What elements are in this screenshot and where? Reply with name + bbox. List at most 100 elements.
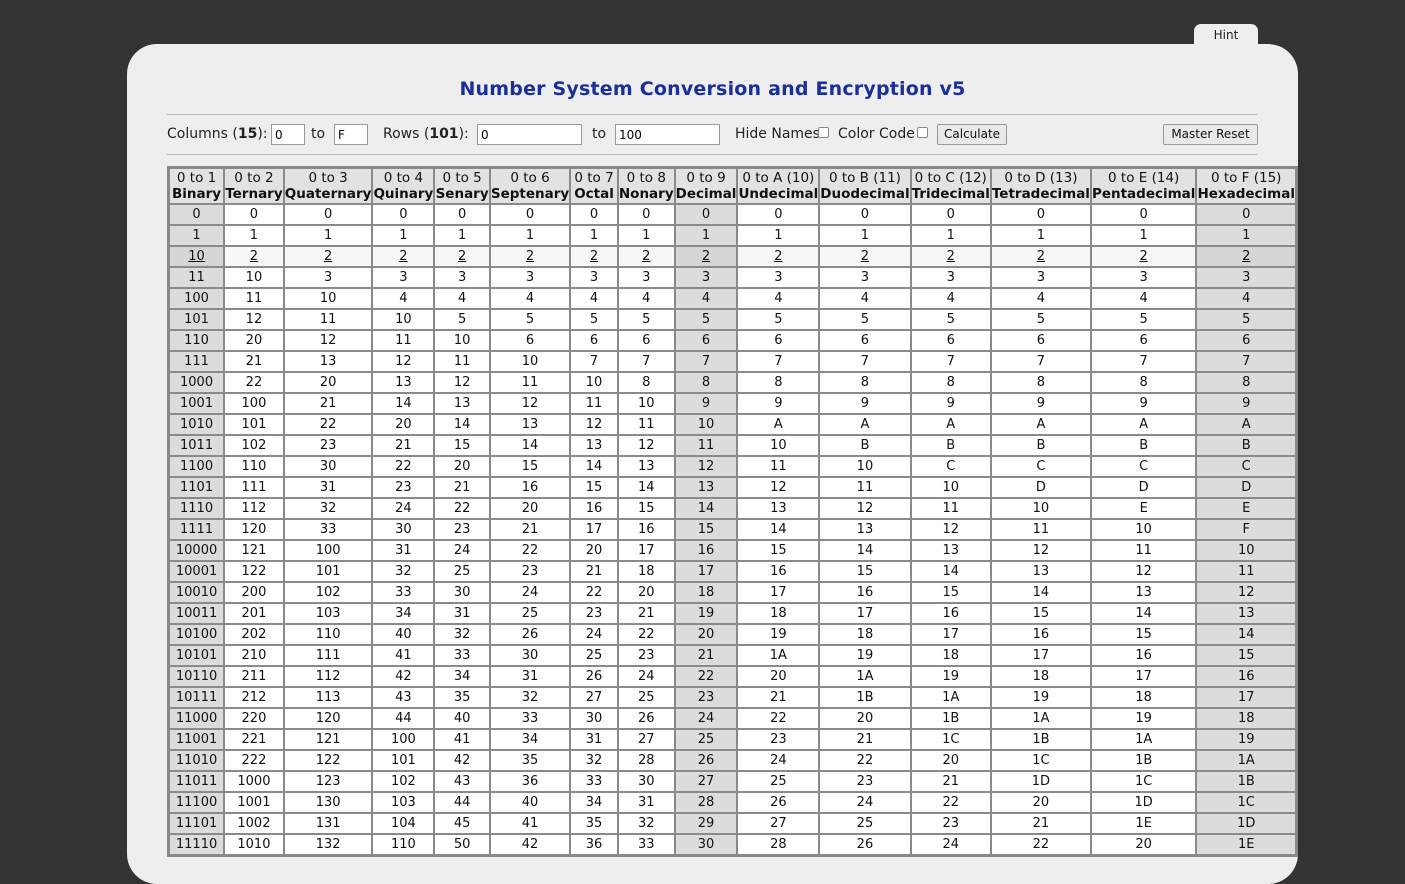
table-cell: 2 [283, 246, 373, 267]
master-reset-button[interactable]: Master Reset [1163, 124, 1258, 145]
column-header: 0 to D (13) Tetradecimal [990, 168, 1091, 204]
columns-from-input[interactable] [271, 124, 305, 145]
table-cell: 36 [570, 834, 618, 855]
table-cell: 26 [674, 750, 738, 771]
column-header: 0 to 4 Quinary [372, 168, 435, 204]
table-cell: 1A [1196, 750, 1296, 771]
columns-to-input[interactable] [334, 124, 368, 145]
table-cell: 15 [617, 498, 675, 519]
table-cell: 41 [489, 813, 571, 834]
table-cell: 102 [224, 435, 284, 456]
table-cell: 30 [489, 645, 571, 666]
column-range: 0 to 5 [442, 170, 482, 186]
table-cell: 11 [283, 309, 373, 330]
table-cell: 10001 [169, 561, 225, 582]
table-cell: 5 [990, 309, 1091, 330]
table-row: 101 12 11 10 5 5 5 5 5 5 5 5 5 5 5 [169, 309, 1296, 330]
table-cell: D [1090, 477, 1197, 498]
table-cell: 12 [570, 414, 618, 435]
table-cell: 17 [990, 645, 1091, 666]
table-cell: 221 [224, 729, 284, 750]
table-cell: 100 [169, 288, 225, 309]
column-range: 0 to 7 [574, 170, 614, 186]
table-cell: 6 [489, 330, 571, 351]
rows-from-input[interactable] [477, 124, 582, 145]
table-cell: 3 [990, 267, 1091, 288]
table-cell: 31 [617, 792, 675, 813]
table-cell: 28 [737, 834, 820, 855]
controls-divider [167, 154, 1257, 155]
table-cell: 23 [617, 645, 675, 666]
table-cell: 32 [489, 687, 571, 708]
page-title: Number System Conversion and Encryption … [459, 78, 966, 100]
table-cell: 10 [570, 372, 618, 393]
column-name: Tetradecimal [991, 186, 1090, 202]
table-cell: 20 [910, 750, 991, 771]
table-cell: 14 [1196, 624, 1296, 645]
table-cell: C [990, 456, 1091, 477]
table-cell: 20 [434, 456, 490, 477]
table-cell: 31 [283, 477, 373, 498]
table-cell: 32 [570, 750, 618, 771]
table-cell: 10 [372, 309, 435, 330]
table-cell: 27 [674, 771, 738, 792]
table-cell: A [819, 414, 911, 435]
table-cell: 6 [819, 330, 911, 351]
table-cell: 110 [224, 456, 284, 477]
table-cell: 31 [372, 540, 435, 561]
table-cell: 33 [434, 645, 490, 666]
column-header: 0 to E (14) Pentadecimal [1090, 168, 1197, 204]
column-range: 0 to 6 [510, 170, 550, 186]
table-cell: 3 [1090, 267, 1197, 288]
column-name: Hexadecimal [1197, 186, 1295, 202]
table-cell: 16 [674, 540, 738, 561]
calculate-button[interactable]: Calculate [937, 124, 1007, 145]
table-cell: 10 [990, 498, 1091, 519]
table-cell: 2 [1196, 246, 1296, 267]
table-cell: 21 [224, 351, 284, 372]
table-cell: 35 [570, 813, 618, 834]
rows-to-label: to [592, 126, 607, 142]
color-code-checkbox[interactable] [917, 127, 928, 138]
table-cell: 5 [737, 309, 820, 330]
table-cell: 20 [674, 624, 738, 645]
column-header: 0 to A (10) Undecimal [737, 168, 820, 204]
hide-names-checkbox[interactable] [818, 127, 829, 138]
table-cell: 11 [489, 372, 571, 393]
color-code-label: Color Code [838, 126, 915, 142]
table-cell: 45 [434, 813, 490, 834]
rows-to-input[interactable] [615, 124, 720, 145]
table-cell: 21 [674, 645, 738, 666]
table-cell: 23 [570, 603, 618, 624]
table-cell: 35 [434, 687, 490, 708]
table-cell: E [1196, 498, 1296, 519]
table-cell: 44 [434, 792, 490, 813]
table-row: 1111 120 33 30 23 21 17 16 15 14 13 12 11 10 F [169, 519, 1296, 540]
table-cell: 31 [434, 603, 490, 624]
table-cell: 7 [1196, 351, 1296, 372]
table-cell: 24 [819, 792, 911, 813]
table-cell: 13 [372, 372, 435, 393]
table-cell: 9 [737, 393, 820, 414]
table-cell: 11001 [169, 729, 225, 750]
table-cell: 21 [910, 771, 991, 792]
table-cell: 4 [819, 288, 911, 309]
table-cell: 24 [489, 582, 571, 603]
table-row: 10001 122 101 32 25 23 21 18 17 16 15 14 13 12 11 [169, 561, 1296, 582]
table-cell: 22 [434, 498, 490, 519]
table-cell: 30 [434, 582, 490, 603]
table-cell: 1000 [169, 372, 225, 393]
table-cell: 2 [617, 246, 675, 267]
table-cell: 8 [617, 372, 675, 393]
table-cell: 12 [910, 519, 991, 540]
column-header: 0 to 3 Quaternary [283, 168, 373, 204]
table-cell: 11010 [169, 750, 225, 771]
table-cell: A [910, 414, 991, 435]
table-cell: 1 [224, 225, 284, 246]
column-header: 0 to 9 Decimal [674, 168, 738, 204]
table-cell: 33 [489, 708, 571, 729]
table-cell: 0 [819, 204, 911, 225]
table-cell: 112 [224, 498, 284, 519]
table-cell: 111 [224, 477, 284, 498]
table-cell: 4 [570, 288, 618, 309]
